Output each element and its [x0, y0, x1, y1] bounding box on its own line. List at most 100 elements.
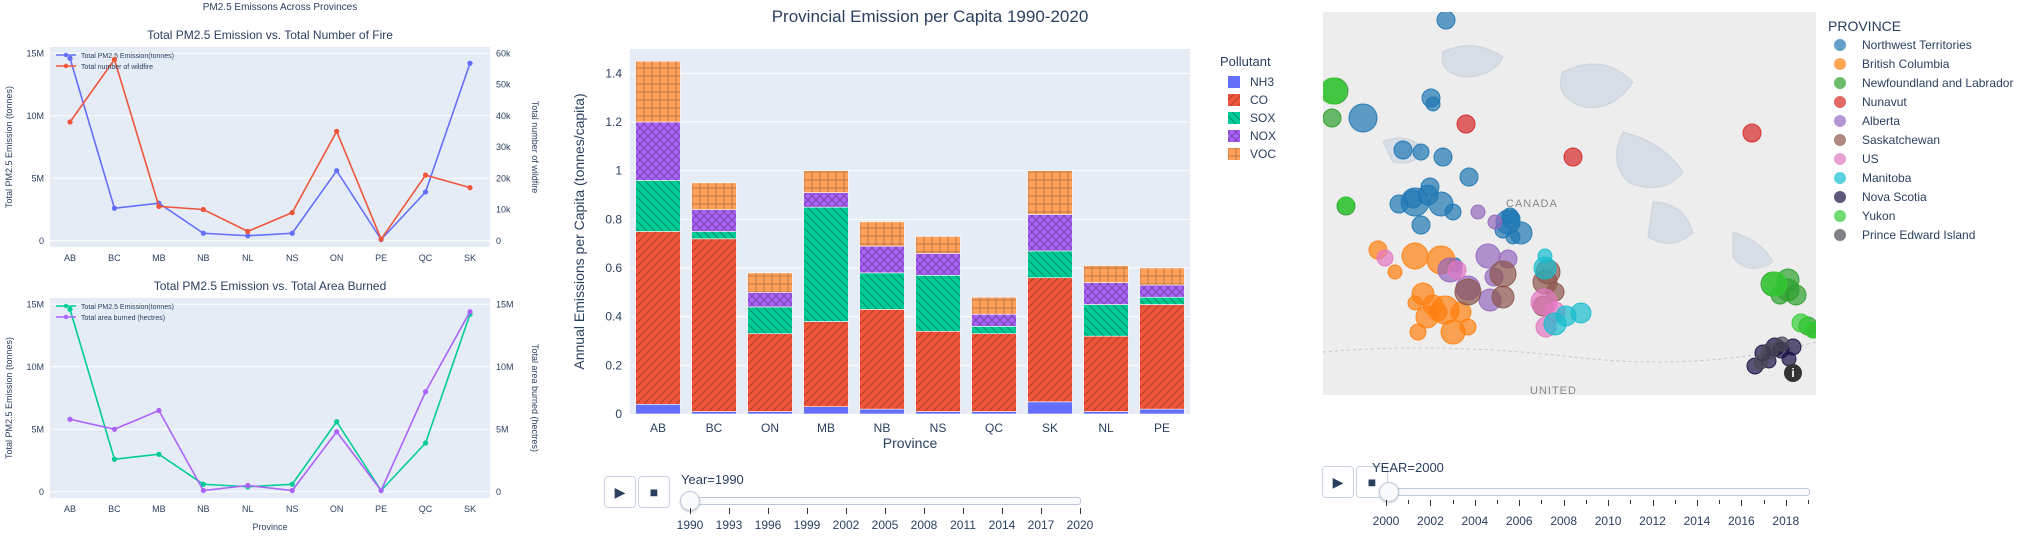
legend-dot-icon: [1834, 77, 1846, 89]
map-legend-item[interactable]: Manitoba: [1828, 171, 1911, 185]
legend-label: NH3: [1250, 75, 1274, 89]
map-bubble-yukon: [1323, 77, 1347, 105]
water-body: [1441, 45, 1504, 78]
slider-tick-label: 2014: [988, 518, 1016, 532]
x-tick-label: SK: [464, 504, 476, 514]
slider-tick-label: 2012: [1639, 514, 1666, 528]
data-point: [200, 481, 206, 487]
slider-tick-label: 2018: [1772, 514, 1800, 528]
border-line: [1323, 341, 1816, 363]
bar-segment-nox: [971, 313, 1017, 327]
legend-label: Total number of wildfire: [81, 64, 153, 71]
series-line: [69, 311, 471, 493]
map-legend-item[interactable]: Nova Scotia: [1828, 190, 1927, 204]
data-point: [289, 481, 295, 487]
bar-segment-nox: [635, 121, 681, 181]
bar-segment-voc: [691, 182, 737, 210]
map-legend-item[interactable]: Prince Edward Island: [1828, 228, 1975, 242]
map-legend-item[interactable]: Yukon: [1828, 209, 1895, 223]
bar-segment-nox: [747, 292, 793, 308]
legend-title: Pollutant: [1220, 54, 1271, 69]
bar-segment-nh3: [803, 406, 849, 415]
bar-segment-co: [915, 330, 961, 412]
plot-area: [50, 47, 490, 247]
slider-tick-label: 2000: [1372, 514, 1400, 528]
map[interactable]: CANADA UNITED i: [1323, 12, 1816, 395]
map-bubble-nunavut: [1742, 123, 1762, 143]
info-icon[interactable]: i: [1784, 364, 1802, 382]
data-point: [245, 228, 251, 234]
map-legend-item[interactable]: Newfoundland and Labrador: [1828, 76, 2013, 90]
slider-tick-mark: [1808, 500, 1809, 504]
map-bubble-prince-edward-island: [1753, 354, 1769, 370]
slider-tick-mark: [1386, 500, 1387, 506]
y-tick-label: 1.4: [605, 66, 622, 80]
y-tick-label: 0.4: [605, 310, 622, 324]
bar-segment-sox: [1027, 250, 1073, 279]
data-point: [378, 487, 384, 494]
data-point: [289, 487, 295, 494]
y2-tick-label: 30k: [496, 142, 511, 152]
y2-tick-label: 15M: [496, 299, 514, 309]
slider-tick-mark: [1585, 500, 1587, 504]
y-axis-title: Total PM2.5 Emission (tonnes): [4, 337, 14, 459]
x-tick-label: QC: [419, 253, 433, 263]
map-legend-label: Nunavut: [1862, 95, 1907, 109]
bar-chart-svg: Provincial Emission per Capita 1990-2020…: [571, 7, 1276, 451]
bar-segment-voc: [747, 272, 793, 293]
bar-segment-nox: [915, 253, 961, 276]
map-legend-label: Yukon: [1862, 209, 1896, 223]
x-tick-label: ON: [761, 421, 779, 435]
legend-label: Total PM2.5 Emission(tonnes): [81, 304, 174, 311]
slider-tick-label: 1990: [676, 518, 704, 532]
play-button[interactable]: ▶: [604, 476, 636, 508]
map-year-slider-label: YEAR=2000: [1372, 460, 1444, 475]
data-point: [156, 451, 162, 457]
data-point: [467, 309, 473, 315]
map-legend-item[interactable]: Nunavut: [1828, 95, 1907, 109]
left-charts-svg: Total PM2.5 Emission vs. Total Number of…: [4, 28, 540, 532]
map-legend-item[interactable]: US: [1828, 152, 1879, 166]
left-panel: PM2.5 Emissons Across Provinces Total PM…: [0, 0, 560, 542]
slider-tick-label: 2008: [910, 518, 938, 532]
x-tick-label: MB: [152, 253, 166, 263]
data-point: [156, 407, 162, 414]
map-bubble-british-columbia: [1459, 318, 1477, 336]
map-bubble-prince-edward-island: [1761, 342, 1779, 360]
data-point: [378, 236, 384, 242]
map-year-slider-track[interactable]: [1380, 488, 1810, 496]
stop-button[interactable]: ■: [638, 476, 670, 508]
y2-tick-label: 10k: [496, 205, 511, 215]
map-year-slider-handle[interactable]: [1379, 482, 1399, 502]
y-tick-label: 1: [615, 164, 622, 178]
bar-segment-nh3: [747, 411, 793, 415]
right-panel: CANADA UNITED i PROVINCE Northwest Terri…: [1300, 0, 2043, 542]
y-tick-label: 15M: [26, 299, 44, 309]
map-bubble-nunavut: [1563, 147, 1583, 167]
bar-segment-sox: [691, 231, 737, 240]
map-legend-item[interactable]: British Columbia: [1828, 57, 1949, 71]
map-legend-item[interactable]: Saskatchewan: [1828, 133, 1940, 147]
legend-dot-icon: [1834, 153, 1846, 165]
slider-tick-mark: [1519, 500, 1521, 506]
y-tick-label: 0.2: [605, 358, 622, 372]
data-point: [111, 205, 118, 211]
slider-tick-mark: [1497, 500, 1499, 504]
map-legend-item[interactable]: Northwest Territories: [1828, 38, 1972, 52]
year-slider-track[interactable]: [681, 497, 1081, 505]
x-tick-label: QC: [419, 504, 433, 514]
map-play-button[interactable]: ▶: [1322, 466, 1354, 498]
bar-segment-nh3: [915, 411, 961, 415]
bar-segment-nh3: [859, 408, 905, 415]
slider-tick-mark: [1080, 508, 1081, 514]
chart-title: Provincial Emission per Capita 1990-2020: [772, 7, 1089, 26]
map-svg[interactable]: [1323, 12, 1816, 395]
legend-marker: [63, 63, 69, 69]
data-point: [111, 426, 118, 432]
map-bubble-yukon: [1762, 271, 1788, 297]
y2-tick-label: 40k: [496, 111, 511, 121]
slider-tick-mark: [1563, 500, 1565, 506]
map-legend-item[interactable]: Alberta: [1828, 114, 1900, 128]
map-bubble-northwest-territories: [1444, 203, 1462, 221]
data-point: [422, 440, 429, 446]
